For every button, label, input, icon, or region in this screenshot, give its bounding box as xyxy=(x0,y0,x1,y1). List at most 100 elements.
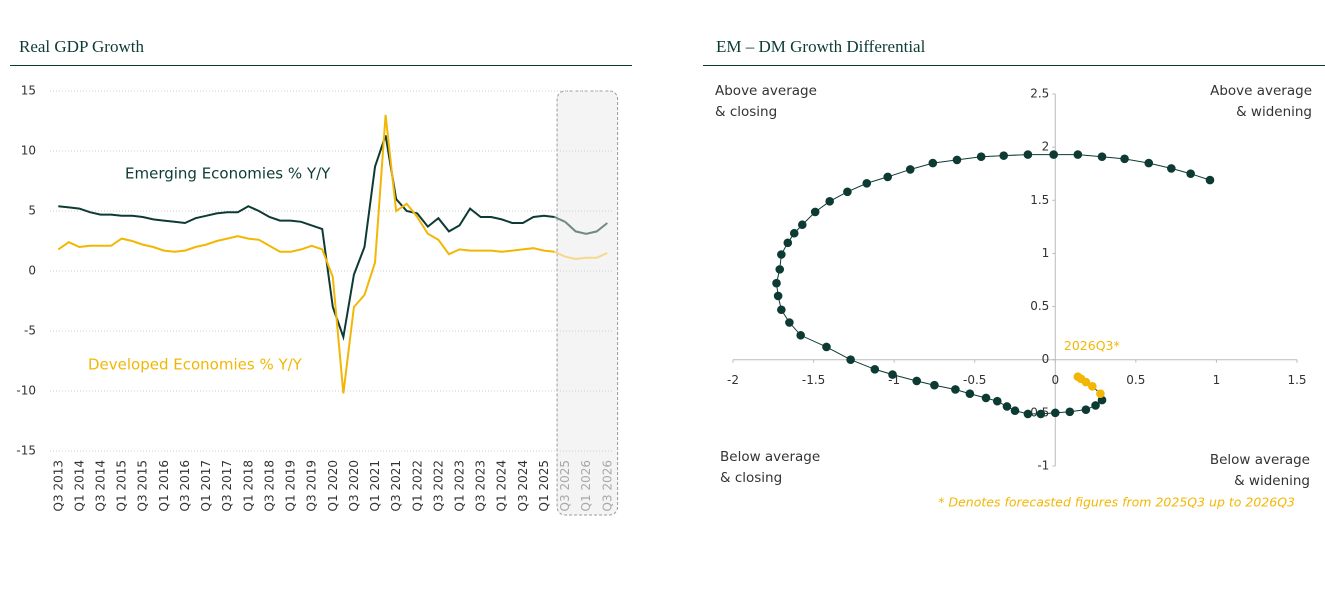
y-tick-label: -10 xyxy=(16,384,36,398)
point xyxy=(951,385,960,394)
quadrant-label: Below average xyxy=(1210,452,1310,468)
point xyxy=(773,291,783,301)
point xyxy=(930,380,939,390)
point xyxy=(1049,150,1058,159)
point xyxy=(797,220,807,230)
footnote: * Denotes forecasted figures from 2025Q3… xyxy=(938,495,1295,510)
x-tick-label: -1 xyxy=(888,373,900,387)
x-tick-label: Q1 2026 xyxy=(579,460,593,511)
point xyxy=(825,197,834,206)
point xyxy=(981,393,991,403)
y-tick-label: 5 xyxy=(28,204,36,218)
x-tick-label: 1.5 xyxy=(1287,373,1306,387)
x-tick-label: Q1 2019 xyxy=(284,460,298,511)
point xyxy=(1023,150,1033,159)
point xyxy=(1023,409,1033,419)
point xyxy=(1081,405,1091,414)
point xyxy=(822,342,831,352)
x-tick-label: Q1 2017 xyxy=(199,460,213,511)
y-tick-label: 1.5 xyxy=(1030,193,1049,207)
x-tick-label: 0 xyxy=(1051,373,1059,387)
series-label: Emerging Economies % Y/Y xyxy=(125,165,331,183)
point xyxy=(843,187,852,197)
y-tick-label: -5 xyxy=(24,324,36,338)
point xyxy=(1073,150,1083,159)
point xyxy=(1073,372,1083,382)
forecast-line xyxy=(564,252,608,261)
quadrant-label: Above average xyxy=(1210,83,1312,99)
x-tick-label: Q1 2021 xyxy=(368,460,382,511)
x-tick-label: Q3 2015 xyxy=(136,460,150,511)
x-tick-label: Q1 2015 xyxy=(115,460,129,511)
y-tick-label: -15 xyxy=(16,444,36,458)
y-tick-label: 0 xyxy=(1042,352,1050,366)
point xyxy=(783,238,793,248)
x-tick-label: 0.5 xyxy=(1126,373,1145,387)
point xyxy=(976,152,986,162)
point xyxy=(905,165,915,174)
y-tick-label: 15 xyxy=(21,84,36,98)
x-tick-label: Q3 2024 xyxy=(516,460,530,511)
point xyxy=(777,250,786,259)
point xyxy=(870,364,880,374)
x-tick-label: Q3 2026 xyxy=(600,460,614,511)
point xyxy=(1205,175,1215,185)
x-tick-label: Q3 2021 xyxy=(389,460,403,511)
x-tick-label: Q1 2023 xyxy=(453,460,467,511)
point xyxy=(888,370,897,379)
forecast-line xyxy=(564,221,608,235)
point xyxy=(1010,406,1020,416)
x-tick-label: Q3 2018 xyxy=(262,460,276,511)
x-tick-label: Q3 2017 xyxy=(220,460,234,511)
point xyxy=(912,376,922,386)
quadrant-label: & widening xyxy=(1234,473,1310,489)
point-label: 2026Q3* xyxy=(1064,338,1120,353)
x-tick-label: -0.5 xyxy=(963,373,986,387)
y-tick-label: 2.5 xyxy=(1030,87,1049,101)
y-tick-label: 1 xyxy=(1042,246,1050,260)
x-tick-label: Q3 2020 xyxy=(347,460,361,511)
quadrant-label: Below average xyxy=(720,449,820,465)
point xyxy=(775,265,785,274)
point xyxy=(810,207,820,217)
point xyxy=(1144,158,1154,168)
x-tick-label: Q3 2014 xyxy=(94,460,108,511)
quadrant-label: Above average xyxy=(715,83,817,99)
point xyxy=(777,305,786,315)
y-tick-label: 2 xyxy=(1042,140,1050,154)
x-tick-label: Q1 2014 xyxy=(72,460,86,511)
x-tick-label: Q1 2020 xyxy=(326,460,340,511)
point xyxy=(1036,409,1046,419)
x-tick-label: Q1 2018 xyxy=(241,460,255,511)
point xyxy=(1186,169,1195,179)
x-tick-label: -2 xyxy=(727,373,739,387)
point xyxy=(952,155,962,165)
point xyxy=(928,158,938,168)
y-tick-label: -1 xyxy=(1037,459,1049,473)
x-tick-label: 1 xyxy=(1213,373,1221,387)
point xyxy=(846,355,855,365)
y-tick-label: 10 xyxy=(21,144,36,158)
x-tick-label: Q1 2016 xyxy=(157,460,171,511)
series-line xyxy=(58,135,555,341)
point xyxy=(1088,381,1097,391)
forecast-connector xyxy=(554,250,566,258)
x-tick-label: -1.5 xyxy=(802,373,825,387)
series-line xyxy=(57,114,555,394)
quadrant-label: & widening xyxy=(1236,104,1312,120)
quadrant-label: & closing xyxy=(715,104,777,120)
y-tick-label: 0 xyxy=(28,264,36,278)
point xyxy=(796,330,805,340)
point xyxy=(965,389,975,399)
chart-title: Real GDP Growth xyxy=(19,37,144,56)
x-tick-label: Q3 2013 xyxy=(51,460,65,511)
x-tick-label: Q3 2019 xyxy=(305,460,319,511)
point xyxy=(999,151,1009,160)
quadrant-label: & closing xyxy=(720,470,782,486)
x-tick-label: Q3 2023 xyxy=(474,460,488,511)
point xyxy=(1050,408,1060,418)
point xyxy=(1096,389,1105,399)
point xyxy=(1120,154,1129,164)
point xyxy=(772,278,781,288)
